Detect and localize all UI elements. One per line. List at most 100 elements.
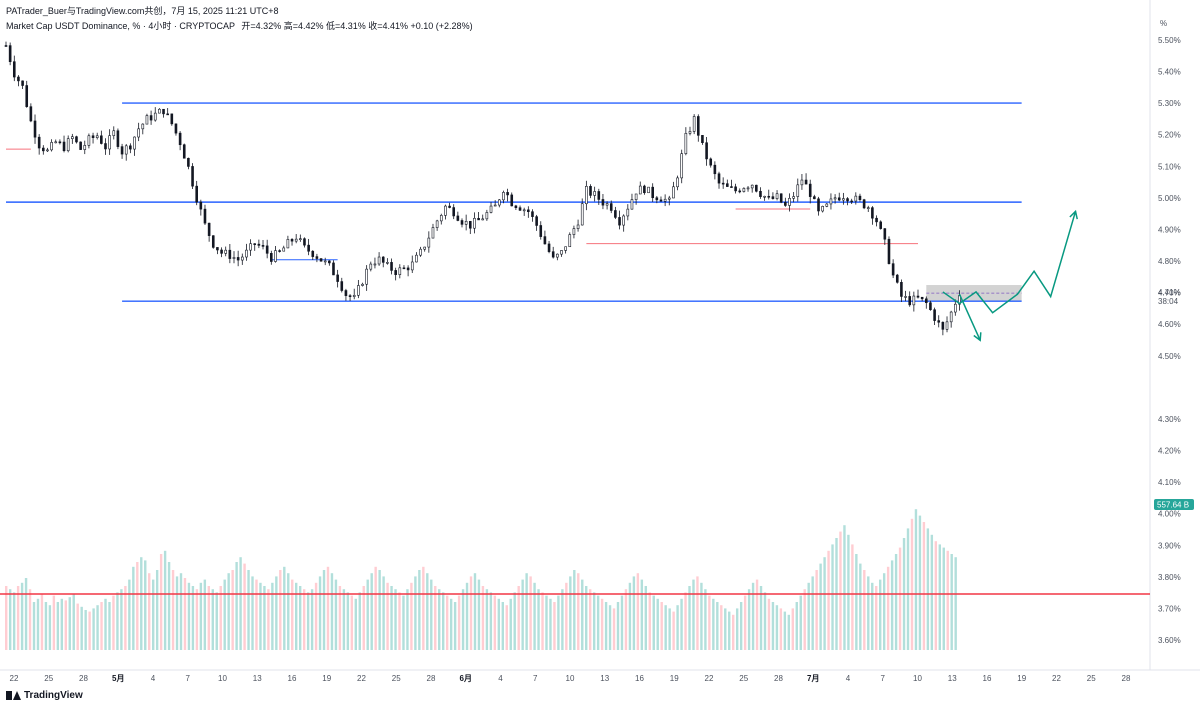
candle-body [257, 243, 261, 246]
volume-bar [676, 605, 679, 650]
volume-bar [28, 589, 32, 650]
candle-body [232, 257, 236, 259]
candle-body [352, 294, 356, 297]
candle-body [854, 195, 858, 202]
candle-body [692, 116, 696, 132]
volume-bar [942, 547, 945, 650]
volume-bar [473, 573, 477, 650]
candle-body [83, 145, 87, 150]
candle-body [361, 283, 364, 286]
volume-bar [32, 602, 36, 650]
volume-bar [906, 528, 910, 650]
volume-bar [585, 586, 588, 650]
candle-body [386, 262, 389, 264]
volume-bar [867, 576, 870, 650]
volume-bar [600, 598, 604, 650]
candle-body [489, 205, 493, 213]
header-symbol-row: Market Cap USDT Dominance, % · 4小时 · CRY… [6, 19, 473, 32]
x-tick-label: 25 [1087, 674, 1096, 683]
candle-body [373, 263, 377, 266]
y-tick-label: 5.40% [1158, 68, 1181, 77]
candle-body [688, 131, 692, 134]
volume-bar [553, 602, 556, 650]
candle-body [402, 267, 406, 270]
volume-bar [449, 598, 453, 650]
volume-bar [322, 570, 326, 650]
volume-bar [203, 579, 207, 650]
candle-body [771, 196, 775, 199]
candle-body [580, 203, 584, 226]
y-tick-label: 4.20% [1158, 447, 1181, 456]
volume-bar [457, 595, 461, 650]
candle-body [187, 157, 190, 167]
candle-body [659, 199, 663, 202]
volume-bar [298, 586, 302, 650]
volume-bar [136, 562, 139, 650]
volume-bar [330, 573, 334, 650]
candle-body [605, 203, 609, 206]
candle-body [568, 234, 572, 248]
volume-bar [863, 570, 866, 650]
candle-body [551, 251, 555, 258]
volume-bar [771, 602, 775, 650]
candle-body [871, 207, 874, 219]
candle-body [866, 207, 870, 209]
candle-body [825, 203, 829, 207]
candle-body [643, 185, 646, 194]
volume-bar [529, 576, 532, 650]
volume-bar [700, 582, 703, 650]
candle-body [141, 123, 145, 130]
y-tick-label: 5.20% [1158, 131, 1181, 140]
candle-body [518, 207, 522, 211]
candle-body [477, 217, 480, 221]
candle-body [25, 85, 29, 107]
volume-bar [851, 544, 854, 650]
volume-bar [275, 576, 278, 650]
candle-body [270, 253, 273, 262]
candle-body [174, 123, 178, 134]
candle-body [655, 197, 659, 201]
x-tick-label: 13 [600, 674, 609, 683]
x-tick-label: 28 [1122, 674, 1131, 683]
candle-body [311, 250, 315, 257]
volume-bar [648, 592, 651, 650]
volume-bar [807, 582, 810, 650]
candle-body [282, 247, 286, 252]
volume-bar [513, 592, 516, 650]
candle-body [261, 245, 265, 247]
candle-body [502, 192, 505, 201]
candle-body [178, 132, 182, 146]
volume-bar [255, 579, 258, 650]
candle-body [481, 218, 485, 221]
candle-body [448, 205, 451, 208]
volume-bar [80, 606, 83, 650]
candle-body [647, 186, 650, 194]
candle-body [336, 274, 339, 282]
volume-bar [366, 579, 369, 650]
volume-bar [465, 582, 469, 650]
volume-bar [767, 598, 771, 650]
candle-body [705, 142, 708, 160]
volume-bar [326, 566, 330, 650]
candle-body [299, 238, 302, 240]
x-tick-label: 16 [635, 674, 644, 683]
volume-bar [616, 602, 620, 650]
candle-body [274, 250, 277, 262]
candle-body [415, 254, 418, 263]
volume-bar [839, 531, 842, 650]
footer-brand[interactable]: TradingView [6, 690, 83, 701]
candle-body [290, 239, 294, 242]
x-tick-label: 5月 [112, 674, 124, 683]
candle-body [95, 135, 99, 138]
candle-body [779, 193, 783, 203]
symbol-line[interactable]: Market Cap USDT Dominance, % · 4小时 · CRY… [6, 21, 235, 31]
volume-bar [632, 576, 636, 650]
volume-bar [871, 582, 874, 650]
x-tick-label: 6月 [460, 674, 472, 683]
x-tick-label: 7 [186, 674, 191, 683]
volume-bar [20, 582, 24, 650]
candle-body [829, 198, 833, 205]
y-tick-label: 5.00% [1158, 194, 1181, 203]
volume-bar [596, 595, 600, 650]
